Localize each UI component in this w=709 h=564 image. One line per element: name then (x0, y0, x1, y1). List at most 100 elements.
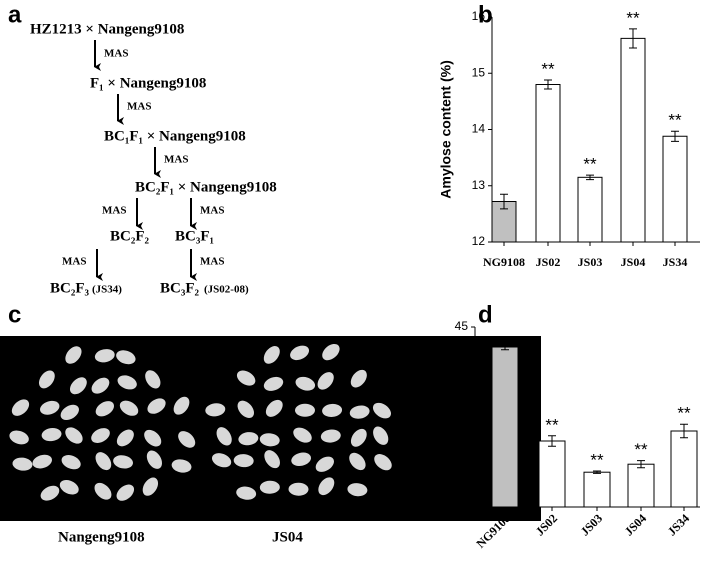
grain (116, 484, 135, 501)
bar (491, 346, 519, 508)
grain (264, 450, 280, 469)
grain (374, 454, 392, 471)
significance-label: ** (677, 404, 691, 423)
error-bar (593, 470, 601, 474)
grain (116, 429, 134, 447)
grain (291, 452, 311, 467)
step: BC₃F₂ (160, 280, 199, 296)
grain (373, 426, 389, 445)
grain (117, 375, 137, 390)
y-tick-label: 20 (455, 419, 469, 433)
grain (65, 346, 82, 364)
x-tick-label: NG9108 (483, 255, 525, 269)
line-name: (JS02-08) (204, 284, 249, 296)
grain (12, 457, 33, 471)
y-axis-label: Chalkness (%) (438, 369, 454, 465)
x-tick-label: JS34 (665, 511, 692, 538)
grain (40, 400, 60, 415)
significance-label: ** (545, 415, 559, 434)
grain (11, 399, 30, 416)
grain (372, 402, 392, 419)
grain (171, 459, 192, 473)
grain (119, 400, 139, 416)
grain (32, 454, 52, 469)
grain (146, 450, 163, 469)
error-bar (501, 343, 509, 351)
bar (620, 37, 646, 243)
grain (293, 427, 312, 443)
grain (233, 454, 254, 468)
panel-label: c (8, 301, 21, 328)
bar (538, 440, 566, 508)
arrow-label: MAS (127, 101, 151, 113)
arrow-label: MAS (104, 48, 128, 60)
y-tick-label: 5 (461, 479, 468, 493)
error-bar (586, 174, 594, 181)
line-name: (JS34) (92, 284, 122, 296)
arrow-label: MAS (200, 205, 224, 217)
grain (322, 343, 340, 361)
step: BC₂F₃ (50, 280, 89, 296)
y-tick-label: 40 (455, 339, 469, 353)
y-tick-label: 14 (472, 122, 486, 136)
grain (178, 431, 196, 448)
bar (627, 463, 655, 508)
grain (116, 350, 136, 365)
grain (288, 482, 309, 496)
breeding-diagram: HZ1213 × Nangeng9108 MAS F₁ × Nangeng910… (30, 21, 277, 296)
grain (38, 370, 55, 389)
step: BC₃F₁ (175, 228, 214, 244)
grain (142, 477, 159, 496)
x-tick-label: JS03 (578, 255, 603, 269)
grain (216, 427, 232, 446)
error-bar (500, 193, 508, 210)
grain (61, 455, 81, 470)
grain (40, 485, 60, 501)
grain (295, 376, 316, 391)
y-tick-label: 13 (472, 178, 486, 192)
image-caption: JS04 (272, 529, 303, 545)
grain (41, 428, 62, 442)
grain (205, 403, 226, 417)
grain (65, 427, 83, 444)
grain (237, 400, 254, 418)
arrow-label: MAS (200, 256, 224, 268)
x-tick-label: JS04 (622, 511, 649, 538)
grain (263, 376, 284, 391)
x-tick-label: JS02 (536, 255, 561, 269)
step: HZ1213 × Nangeng9108 (30, 21, 184, 37)
panel-label: d (478, 301, 493, 328)
grain (95, 452, 112, 471)
grain (94, 349, 115, 363)
grain (318, 477, 335, 496)
grain (349, 405, 370, 419)
grain (147, 398, 166, 414)
grain (69, 377, 87, 395)
grain (145, 370, 161, 389)
grain (91, 377, 110, 394)
y-tick-label: 10 (455, 459, 469, 473)
error-bar (544, 79, 552, 90)
grain (315, 456, 334, 472)
grain (259, 433, 280, 447)
bar (535, 84, 561, 243)
grains (9, 343, 392, 501)
grain (238, 432, 259, 446)
y-tick-label: 35 (455, 359, 469, 373)
significance-label: ** (668, 111, 682, 130)
y-tick-label: 16 (472, 9, 486, 23)
grain (94, 482, 112, 500)
grain (113, 455, 133, 469)
y-tick-label: 15 (472, 65, 486, 79)
grain (349, 452, 366, 471)
arrow-label: MAS (102, 205, 126, 217)
grain (60, 404, 79, 421)
error-bar (629, 28, 637, 49)
bar (670, 430, 698, 508)
grain (350, 428, 367, 447)
y-tick-label: 12 (472, 234, 486, 248)
arrow-label: MAS (62, 256, 86, 268)
significance-label: ** (590, 450, 604, 469)
grain (236, 370, 256, 386)
